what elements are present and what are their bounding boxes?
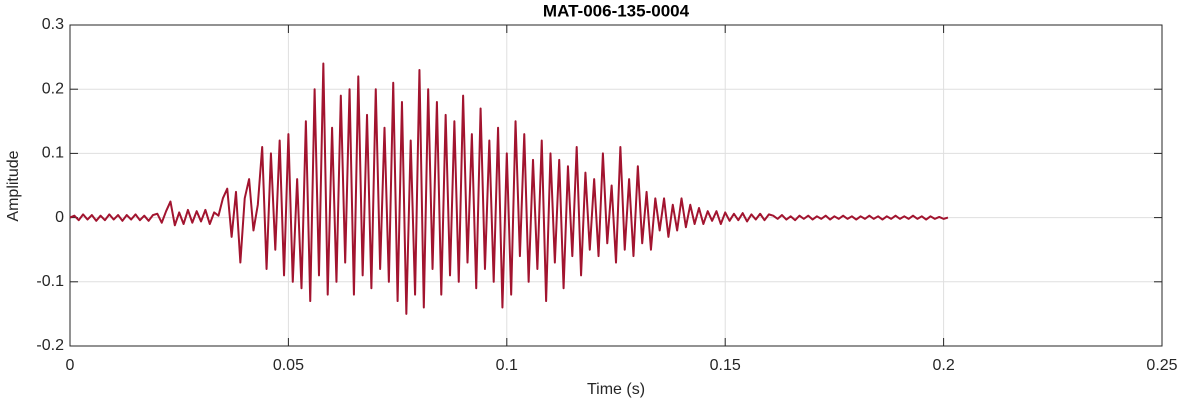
- y-tick-label: 0.2: [42, 80, 64, 97]
- x-tick-label: 0.2: [932, 357, 954, 374]
- waveform-line: [69, 62, 949, 315]
- x-tick-label: 0.15: [710, 357, 741, 374]
- x-tick-label: 0.25: [1146, 357, 1177, 374]
- y-tick-label: 0.3: [42, 16, 64, 33]
- x-tick-label: 0.1: [496, 357, 518, 374]
- y-tick-label: -0.1: [36, 273, 64, 290]
- y-tick-label: 0.1: [42, 145, 64, 162]
- x-axis-label: Time (s): [587, 381, 645, 398]
- x-tick-label: 0.05: [273, 357, 304, 374]
- y-tick-label: -0.2: [36, 337, 64, 354]
- y-tick-label: 0: [55, 209, 64, 226]
- x-tick-label: 0: [66, 357, 75, 374]
- chart-title: MAT-006-135-0004: [543, 1, 690, 20]
- plot-frame: [69, 24, 1163, 347]
- y-axis-label: Amplitude: [5, 150, 22, 221]
